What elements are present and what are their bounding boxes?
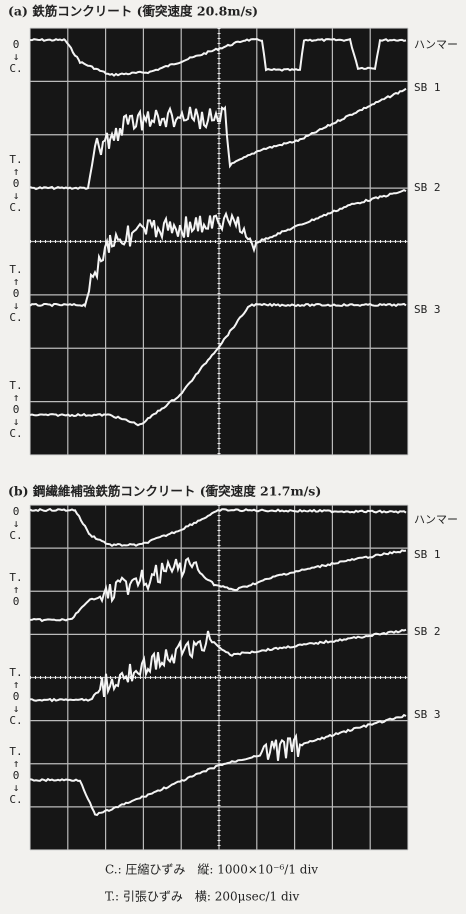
figure: (a) 鉄筋コンクリート (衝突速度 20.8m/s)ハンマー0↓C.SB 1T… [0, 0, 466, 910]
panel-title: (b) 鋼繊維補強鉄筋コンクリート (衝突速度 21.7m/s) [8, 484, 321, 499]
trace-name: SB 3 [414, 303, 441, 316]
trace-name: ハンマー [414, 38, 458, 51]
trace-name: SB 2 [414, 181, 441, 194]
trace-name: ハンマー [414, 513, 458, 526]
axis-symbol: C. [9, 62, 22, 75]
axis-symbol: 0 [13, 595, 20, 608]
trace-name: SB 3 [414, 708, 441, 721]
axis-symbol: C. [9, 201, 22, 214]
axis-symbol: C. [9, 529, 22, 542]
trace-name: SB 1 [414, 548, 441, 561]
trace-name: SB 1 [414, 81, 441, 94]
panel-title: (a) 鉄筋コンクリート (衝突速度 20.8m/s) [8, 4, 258, 19]
axis-symbol: C. [9, 793, 22, 806]
axis-symbol: C. [9, 714, 22, 727]
legend-line: T.: 引張ひずみ 横: 200μsec/1 div [105, 890, 299, 904]
legend-line: C.: 圧縮ひずみ 縦: 1000×10⁻⁶/1 div [105, 862, 318, 877]
axis-symbol: C. [9, 427, 22, 440]
axis-symbol: C. [9, 311, 22, 324]
trace-name: SB 2 [414, 625, 441, 638]
